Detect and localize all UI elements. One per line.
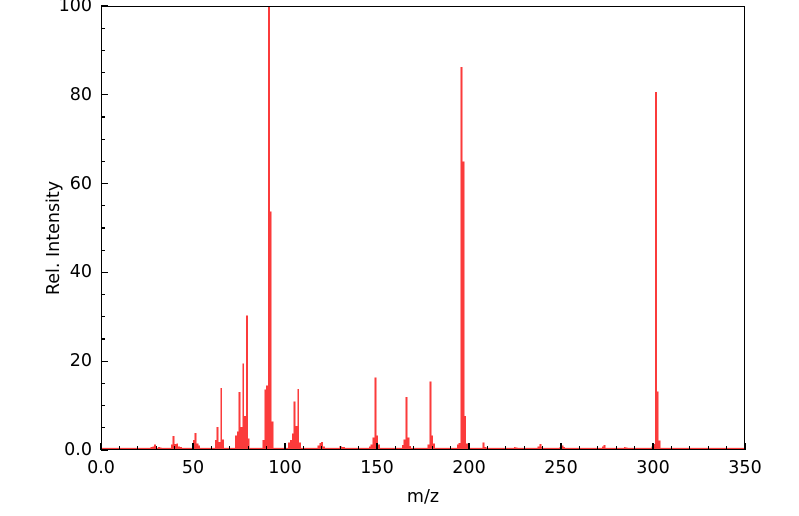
y-tick-label-5: 100 bbox=[58, 0, 92, 16]
axis-tick bbox=[101, 382, 105, 385]
axis-tick bbox=[101, 49, 105, 52]
axis-tick bbox=[101, 404, 105, 407]
x-tick-label-1: 50 bbox=[181, 458, 205, 478]
axis-tick bbox=[101, 205, 105, 207]
y-axis-title: Rel. Intensity bbox=[44, 180, 64, 296]
axis-tick bbox=[560, 443, 562, 450]
axis-tick bbox=[670, 446, 673, 450]
axis-tick bbox=[229, 446, 231, 450]
axis-tick bbox=[578, 446, 581, 450]
axis-tick bbox=[523, 446, 525, 450]
x-axis-title: m/z bbox=[406, 487, 440, 507]
axis-tick bbox=[101, 71, 105, 74]
axis-tick bbox=[192, 443, 194, 450]
axis-tick bbox=[210, 446, 213, 450]
axis-tick bbox=[101, 5, 108, 7]
y-tick-label-3: 60 bbox=[69, 173, 92, 194]
axis-tick bbox=[725, 446, 728, 450]
axis-tick bbox=[394, 446, 397, 450]
y-axis-tick-labels: 0.0 20 40 60 80 100 bbox=[58, 0, 92, 460]
x-tick-label-2: 100 bbox=[268, 458, 302, 478]
axis-tick bbox=[118, 446, 121, 450]
axis-tick bbox=[321, 446, 323, 450]
axis-tick bbox=[101, 271, 108, 274]
axis-tick bbox=[101, 293, 105, 296]
axis-tick bbox=[101, 338, 105, 340]
axis-tick bbox=[541, 446, 544, 450]
axis-tick bbox=[431, 446, 433, 450]
x-tick-label-6: 300 bbox=[636, 458, 670, 478]
x-axis-tick-labels: 0.0 50 100 150 200 250 300 350 bbox=[0, 458, 799, 484]
x-tick-label-7: 350 bbox=[728, 458, 762, 478]
axis-tick bbox=[376, 443, 378, 450]
axis-tick bbox=[155, 446, 157, 450]
axis-tick bbox=[652, 443, 654, 450]
axis-tick bbox=[707, 446, 709, 450]
axis-tick bbox=[101, 116, 105, 118]
axis-tick bbox=[486, 446, 489, 450]
x-tick-label-4: 200 bbox=[452, 458, 486, 478]
axis-tick bbox=[101, 360, 108, 362]
axis-tick bbox=[101, 427, 105, 429]
axis-tick bbox=[357, 446, 360, 450]
axis-tick bbox=[100, 443, 102, 450]
y-tick-label-1: 20 bbox=[69, 351, 92, 372]
axis-tick bbox=[101, 160, 105, 163]
axis-tick bbox=[101, 249, 105, 251]
axis-tick bbox=[173, 446, 176, 450]
axis-tick bbox=[302, 446, 305, 450]
axis-tick bbox=[265, 446, 268, 450]
axis-tick bbox=[468, 443, 470, 450]
y-tick-label-2: 40 bbox=[69, 262, 92, 283]
y-tick-label-0: 0.0 bbox=[64, 440, 92, 460]
axis-tick bbox=[597, 446, 599, 450]
axis-tick bbox=[101, 94, 108, 96]
axis-tick bbox=[449, 446, 452, 450]
axis-tick bbox=[101, 27, 105, 29]
x-tick-label-5: 250 bbox=[544, 458, 578, 478]
axis-tick bbox=[101, 182, 108, 185]
axis-tick bbox=[247, 446, 249, 450]
plot-area bbox=[101, 6, 745, 450]
y-tick-label-4: 80 bbox=[69, 84, 92, 105]
x-tick-label-3: 150 bbox=[360, 458, 394, 478]
axis-tick bbox=[339, 446, 341, 450]
x-tick-label-0: 0.0 bbox=[87, 458, 115, 478]
axis-tick bbox=[633, 446, 636, 450]
axis-tick bbox=[101, 316, 105, 318]
axis-tick bbox=[689, 446, 691, 450]
spectrum-peaks bbox=[102, 7, 744, 449]
axis-tick bbox=[413, 446, 415, 450]
axis-tick bbox=[284, 443, 286, 450]
axis-tick bbox=[615, 446, 617, 450]
axis-tick bbox=[101, 449, 108, 451]
axis-tick bbox=[137, 446, 139, 450]
axis-tick bbox=[744, 443, 746, 450]
axis-tick bbox=[101, 227, 105, 229]
axis-tick bbox=[101, 138, 105, 140]
axis-tick bbox=[505, 446, 507, 450]
